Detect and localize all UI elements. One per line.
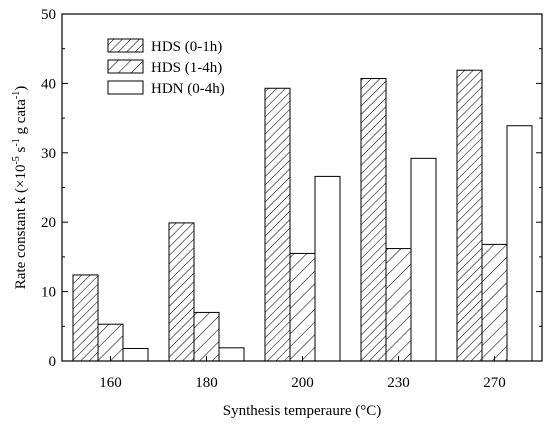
bar-sparse-hatch-270 [481,243,508,362]
x-tick-label: 230 [387,375,410,391]
y-axis-title-exp2: -1 [11,138,22,146]
y-axis-title-main: Rate constant k (×10 [13,165,29,290]
x-axis-title: Synthesis temperaure (°C) [223,403,381,419]
legend-swatch-dense-hatch [107,38,144,53]
x-tick-label: 200 [291,375,314,391]
x-tick-label: 180 [195,375,218,391]
bar-dense-hatch-270 [456,69,483,362]
y-axis-title-end: ) [13,86,29,91]
legend-label: HDN (0-4h) [151,81,225,97]
bar-dense-hatch-160 [72,274,99,362]
ticks-group: 160 180 200 230 270 0 10 20 30 40 50 [41,7,542,391]
bar-none-200 [314,175,341,362]
bar-dense-hatch-200 [264,87,291,362]
y-tick-label: 30 [41,146,56,162]
y-tick-label: 20 [41,215,56,231]
bar-sparse-hatch-200 [289,252,316,362]
y-axis-title-exp1: -5 [11,156,22,164]
bar-none-270 [506,125,533,362]
y-axis-title: Rate constant k (×10-5 s-1 g cata-1) [11,86,29,289]
bar-sparse-hatch-230 [385,248,412,362]
x-tick-label: 270 [483,375,506,391]
y-axis-title-mid2: g cata [13,99,29,138]
y-tick-label: 10 [41,285,56,301]
y-tick-label: 50 [41,7,56,23]
bar-sparse-hatch-160 [97,323,124,362]
bar-dense-hatch-230 [360,78,387,362]
legend-swatch-sparse-hatch [107,59,144,74]
plot-frame [61,13,543,362]
legend-label: HDS (1-4h) [151,60,222,76]
legend-swatch-none [107,80,144,95]
legend: HDS (0-1h) HDS (1-4h) HDN (0-4h) [107,38,225,97]
y-tick-label: 40 [41,76,56,92]
bar-sparse-hatch-180 [193,311,220,362]
bar-none-180 [218,347,245,362]
bar-none-230 [410,157,437,362]
y-axis-title-mid1: s [13,146,29,156]
x-tick-label: 160 [99,375,122,391]
legend-label: HDS (0-1h) [151,39,222,55]
bar-dense-hatch-180 [168,222,195,362]
bar-none-160 [122,348,149,362]
bars-group [72,69,533,362]
y-tick-label: 0 [49,354,57,370]
y-axis-title-exp3: -1 [11,91,22,99]
